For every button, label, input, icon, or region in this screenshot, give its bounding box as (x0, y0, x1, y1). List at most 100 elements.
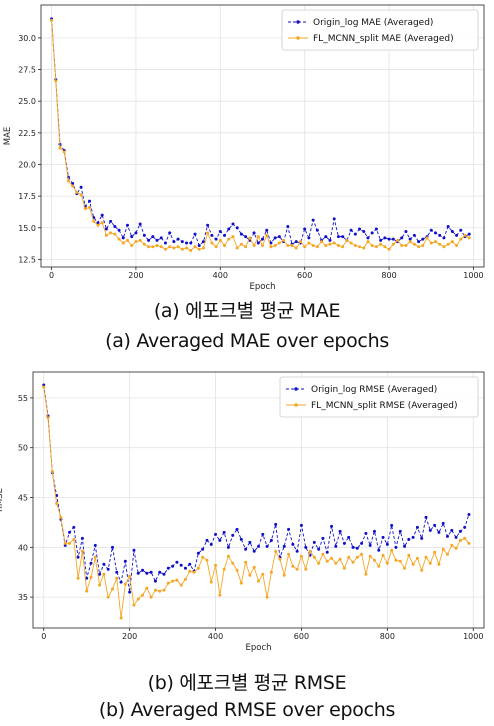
data-point (312, 540, 316, 544)
data-point (206, 231, 210, 235)
data-point (151, 235, 155, 239)
data-point (209, 542, 213, 546)
data-point (235, 527, 239, 531)
data-point (336, 243, 340, 247)
y-tick-label: 50 (18, 444, 28, 453)
data-point (153, 579, 157, 583)
data-point (407, 537, 411, 541)
data-point (168, 245, 172, 249)
data-point (261, 237, 264, 241)
data-point (374, 227, 378, 231)
data-point (325, 550, 329, 554)
y-tick-label: 45 (18, 494, 28, 503)
data-point (445, 552, 449, 556)
data-point (214, 245, 218, 249)
data-point (334, 544, 338, 548)
data-point (149, 595, 153, 599)
data-point (394, 558, 398, 562)
data-point (222, 530, 226, 534)
data-point (442, 236, 446, 240)
data-point (201, 555, 205, 559)
data-point (265, 595, 269, 599)
data-point (407, 553, 411, 557)
data-point (72, 537, 76, 541)
data-point (295, 549, 299, 553)
data-point (411, 562, 415, 566)
data-point (278, 557, 282, 561)
data-point (68, 530, 72, 534)
data-point (368, 554, 372, 558)
data-point (390, 548, 394, 552)
x-tick-label: 800 (380, 632, 395, 641)
data-point (110, 545, 114, 549)
data-point (383, 236, 387, 240)
data-point (355, 555, 359, 559)
data-point (132, 603, 136, 607)
data-point (136, 571, 140, 575)
mae-caption-english: (a) Averaged MAE over epochs (105, 330, 389, 352)
data-point (89, 575, 93, 579)
data-point (429, 241, 433, 245)
data-point (244, 547, 248, 551)
data-point (244, 560, 248, 564)
data-point (175, 578, 179, 582)
data-point (269, 538, 273, 542)
data-point (311, 243, 315, 247)
data-point (467, 232, 471, 236)
data-point (235, 246, 239, 250)
data-point (412, 242, 416, 246)
data-point (383, 245, 387, 249)
data-point (98, 583, 102, 587)
data-point (50, 18, 54, 22)
data-point (404, 243, 408, 247)
data-point (162, 588, 166, 592)
data-point (437, 562, 441, 566)
data-point (390, 523, 394, 527)
data-point (450, 543, 454, 547)
legend-box (279, 376, 479, 418)
data-point (450, 240, 454, 244)
data-point (269, 245, 273, 249)
data-point (158, 570, 162, 574)
data-point (205, 538, 209, 542)
data-point (330, 556, 334, 560)
data-point (364, 572, 368, 576)
data-point (450, 230, 454, 234)
data-point (119, 580, 123, 584)
data-point (433, 550, 437, 554)
data-point (92, 219, 96, 223)
data-point (149, 570, 153, 574)
data-point (307, 241, 311, 245)
data-point (136, 597, 140, 601)
data-point (145, 571, 149, 575)
data-point (163, 241, 167, 245)
data-point (59, 515, 63, 519)
data-point (104, 233, 108, 237)
data-point (303, 227, 307, 231)
data-point (265, 233, 269, 237)
data-point (381, 535, 385, 539)
data-point (171, 564, 175, 568)
data-point (291, 564, 295, 568)
data-point (222, 567, 226, 571)
data-point (42, 385, 46, 389)
data-point (366, 236, 370, 240)
data-point (54, 79, 58, 83)
data-point (100, 213, 104, 217)
data-point (252, 243, 256, 247)
data-point (125, 238, 129, 242)
data-point (102, 572, 106, 576)
data-point (362, 230, 366, 234)
x-tick-label: 600 (297, 271, 312, 280)
data-point (433, 231, 437, 235)
data-point (459, 228, 463, 232)
data-point (256, 241, 260, 245)
data-point (183, 577, 187, 581)
mae-caption-korean: (a) 에포크별 평균 MAE (153, 300, 341, 322)
data-point (130, 243, 134, 247)
data-point (248, 540, 252, 544)
data-point (110, 587, 114, 591)
series-fl-mcnn-split (42, 385, 471, 620)
data-point (372, 529, 376, 533)
data-point (197, 243, 201, 247)
